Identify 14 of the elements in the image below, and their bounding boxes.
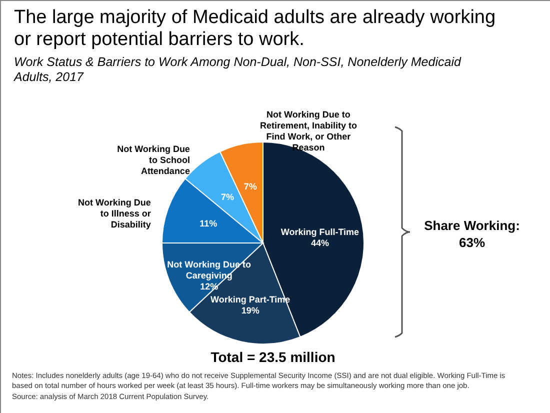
slice-label: Not Working Due to Illness or Disability (78, 198, 152, 230)
slice-label: Working Full-Time (280, 227, 360, 238)
slice-label: Not Working Due to School Attendance (117, 144, 190, 176)
data-label: 44% (310, 238, 329, 248)
chart-title: The large majority of Medicaid adults are already working or report potential barriers to work. (14, 7, 496, 50)
text: Total = 23.5 million (210, 349, 336, 365)
data-label: 19% (241, 306, 260, 316)
text: Share Working: 63% (424, 218, 520, 250)
data-label: 12% (200, 281, 218, 292)
data-label: 7% (220, 192, 234, 202)
data-label: 7% (244, 181, 257, 192)
slice-label: Not Working Due to Retirement, Inability to Find Work, or Other Reason (260, 110, 358, 153)
data-label: 11% (200, 218, 218, 228)
chart-subtitle: Work Status & Barriers to Work Among Non-Dual, Non-SSI, Nonelderly Medicaid Adults, 2017 (13, 55, 462, 84)
